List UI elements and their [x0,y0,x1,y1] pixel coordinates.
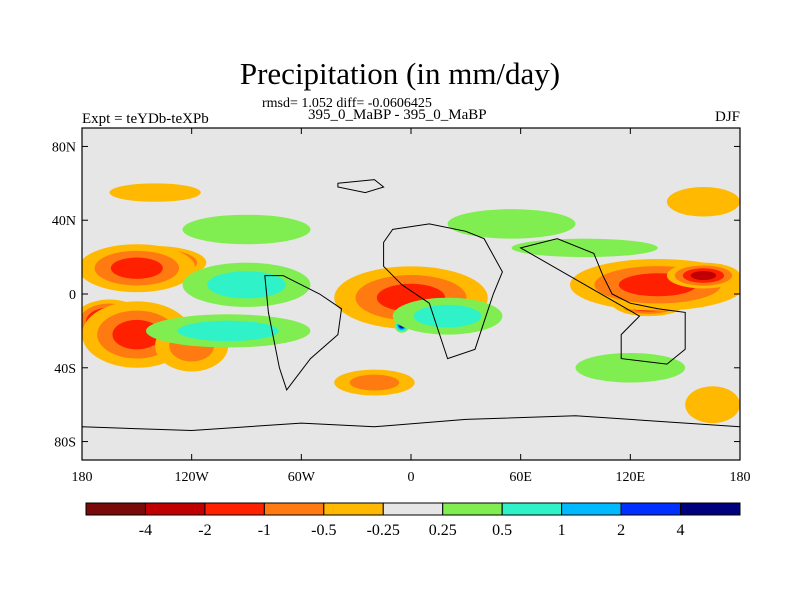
colorbar-label-9: 4 [677,522,685,539]
anomaly-blob-19 [666,187,740,217]
anomaly-blob-17 [511,238,658,258]
coastline-4 [82,415,740,460]
y-tick-label-1: 40N [52,214,76,229]
y-tick-label-4: 80S [54,436,76,451]
colorbar-label-4: -0.25 [367,522,400,539]
colorbar-label-3: -0.5 [311,522,336,539]
colorbar-box-4 [323,502,384,516]
colorbar-box-1 [144,502,206,516]
colorbar-box-6 [442,502,503,516]
experiment-label: Expt = teYDb-teXPb [82,111,209,127]
colorbar-box-10 [680,502,741,516]
colorbar-box-2 [204,502,265,516]
colorbar-box-5 [382,502,444,516]
colorbar-box-7 [501,502,563,516]
season-label: DJF [714,109,740,125]
x-tick-label-2: 60W [288,470,316,485]
colorbar-box-8 [561,502,622,516]
stats-label: rmsd= 1.052 diff= -0.0606425 [262,96,432,111]
anomaly-blob-15 [182,214,311,245]
anomaly-blob-22 [685,386,740,424]
colorbar-box-0 [85,502,146,516]
chart-title: Precipitation (in mm/day) [239,56,561,91]
anomaly-blob-11 [145,314,311,348]
coastline-0 [337,179,385,194]
colorbar-label-6: 0.5 [492,522,512,539]
anomaly-blob-14 [392,297,503,335]
x-tick-label-4: 60E [509,470,532,485]
anomaly-blob-10 [182,262,311,307]
colorbar-box-9 [620,502,682,516]
colorbar-box-3 [263,502,325,516]
x-tick-label-1: 120W [175,470,210,485]
colorbar-label-1: -2 [198,522,211,539]
coastline-2 [264,275,343,391]
anomaly-blob-1 [82,244,196,293]
x-tick-label-6: 180 [730,470,751,485]
colorbar-label-7: 1 [558,522,566,539]
coastline-1 [383,223,503,360]
colorbar-label-5: 0.25 [429,522,457,539]
x-tick-label-5: 120E [616,470,646,485]
y-tick-label-2: 0 [69,288,76,303]
anomaly-field [82,179,740,460]
anomaly-blob-20 [334,369,415,396]
anomaly-blob-18 [109,183,201,202]
anomaly-blob-16 [447,209,576,239]
x-tick-label-3: 0 [408,470,415,485]
y-tick-label-0: 80N [52,140,76,155]
y-tick-label-3: 40S [54,362,76,377]
x-tick-label-0: 180 [72,470,93,485]
anomaly-blob-21 [575,353,686,383]
anomaly-blob-9 [666,262,740,289]
coastline-3 [519,238,686,365]
chart-subtitle: 395_0_MaBP - 395_0_MaBP [308,107,487,123]
colorbar-label-8: 2 [617,522,625,539]
colorbar-label-0: -4 [139,522,152,539]
colorbar-label-2: -1 [258,522,271,539]
